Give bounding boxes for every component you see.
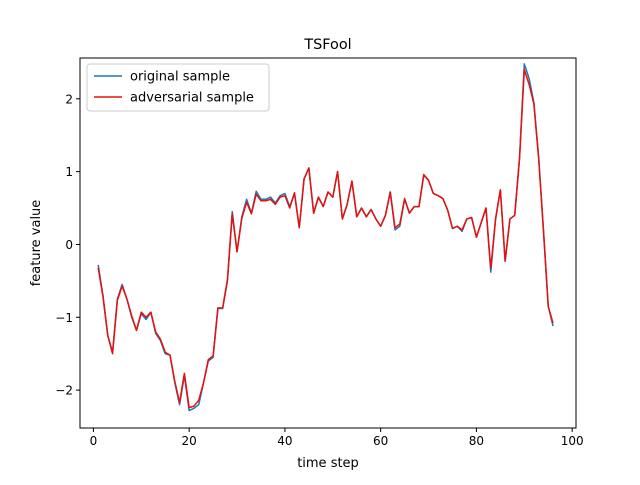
x-tick-label: 40	[277, 434, 292, 448]
series-line-adversarial	[97, 68, 554, 409]
x-tick-label: 20	[182, 434, 197, 448]
legend-label-original: original sample	[130, 70, 230, 85]
plot-frame	[79, 57, 577, 429]
series-layer	[97, 63, 554, 412]
x-axis-ticks: 0 20 40 60 80 100	[90, 428, 584, 448]
y-tick-label: 2	[65, 92, 73, 106]
x-tick-label: 100	[561, 434, 584, 448]
y-tick-label: −1	[55, 311, 73, 325]
y-tick-label: 1	[65, 165, 73, 179]
x-tick-label: 80	[469, 434, 484, 448]
legend-box	[86, 63, 270, 112]
chart-title: TSFool	[303, 37, 351, 53]
y-tick-label: −2	[55, 384, 73, 398]
x-axis-label: time step	[297, 456, 359, 471]
y-axis-label: feature value	[29, 200, 44, 287]
legend: original sample adversarial sample	[86, 63, 270, 112]
y-axis-ticks: −2 −1 0 1 2	[55, 92, 80, 398]
legend-label-adversarial: adversarial sample	[130, 91, 254, 106]
x-tick-label: 0	[90, 434, 98, 448]
x-tick-label: 60	[373, 434, 388, 448]
y-tick-label: 0	[65, 238, 73, 252]
